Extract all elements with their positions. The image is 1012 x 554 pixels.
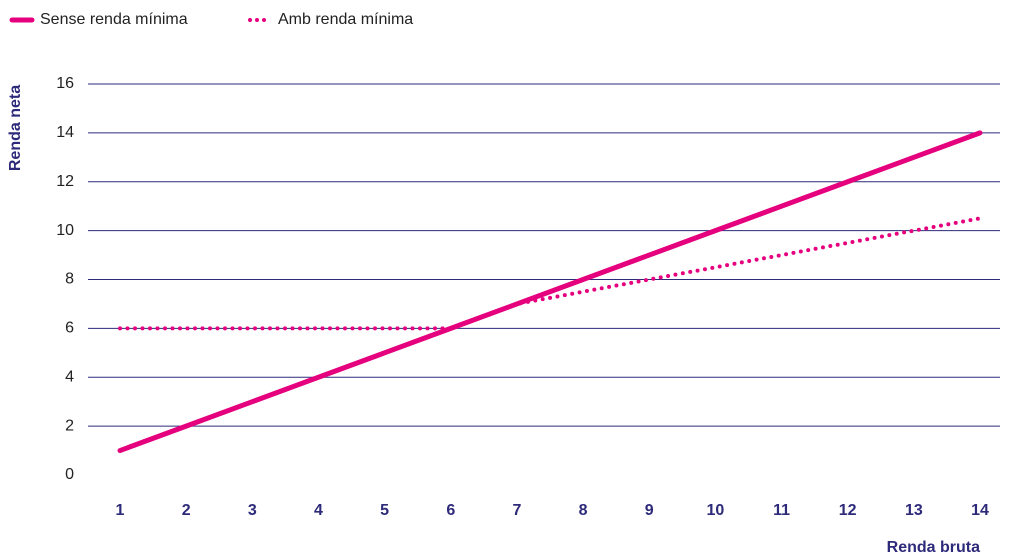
x-tick-label: 6 (446, 502, 455, 519)
series-line (117, 130, 983, 454)
y-tick-label: 0 (65, 466, 74, 483)
y-tick-label: 14 (56, 124, 74, 141)
y-tick-label: 10 (56, 222, 74, 239)
x-tick-label: 2 (182, 502, 191, 519)
x-tick-label: 9 (645, 502, 654, 519)
x-tick-label: 8 (579, 502, 588, 519)
x-tick-label: 7 (512, 502, 521, 519)
x-tick-label: 10 (706, 502, 724, 519)
x-tick-label: 1 (116, 502, 125, 519)
y-tick-label: 4 (65, 368, 74, 385)
y-axis-label: Renda neta (7, 85, 24, 171)
y-tick-label: 12 (56, 173, 74, 190)
x-tick-label: 12 (839, 502, 857, 519)
x-tick-label: 13 (905, 502, 923, 519)
y-tick-label: 16 (56, 75, 74, 92)
x-axis-label: Renda bruta (887, 539, 980, 554)
y-tick-label: 8 (65, 271, 74, 288)
legend-label: Amb renda mínima (278, 11, 413, 28)
x-tick-label: 14 (971, 502, 989, 519)
x-tick-label: 4 (314, 502, 323, 519)
y-tick-label: 6 (65, 320, 74, 337)
x-tick-label: 3 (248, 502, 257, 519)
x-tick-label: 11 (773, 502, 790, 519)
legend-label: Sense renda mínima (40, 11, 188, 28)
y-tick-label: 2 (65, 417, 74, 434)
x-tick-label: 5 (380, 502, 389, 519)
series-line (118, 216, 982, 331)
